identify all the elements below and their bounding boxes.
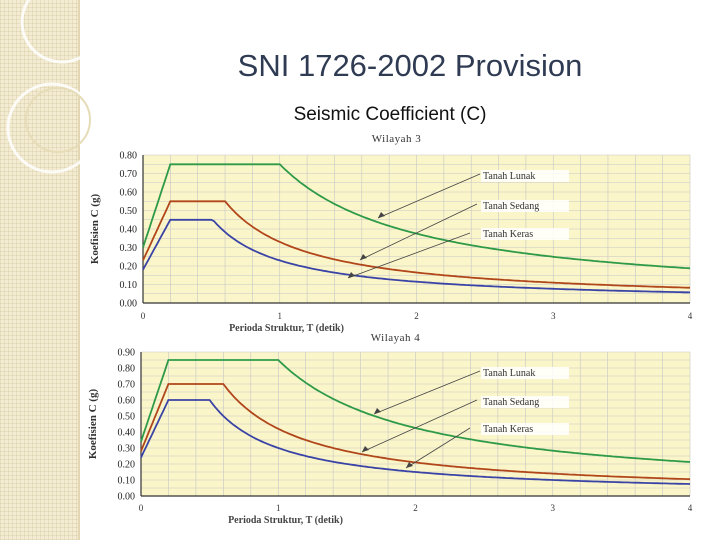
y-tick-label: 0.60 <box>120 188 138 199</box>
y-tick-label: 0.00 <box>120 299 138 310</box>
x-tick-label: 3 <box>551 311 556 321</box>
y-tick-label: 0.20 <box>118 460 136 471</box>
y-tick-label: 0.90 <box>118 348 136 359</box>
slide-title: SNI 1726-2002 Provision <box>237 48 583 83</box>
annotation-arrowhead <box>362 446 369 452</box>
x-tick-label: 1 <box>276 503 281 513</box>
x-axis-label: Perioda Struktur, T (detik) <box>228 515 343 526</box>
annotation-arrowhead <box>378 212 385 218</box>
annotation-label: Tanah Keras <box>483 424 533 435</box>
annotation-arrowhead <box>360 254 367 260</box>
slide-subtitle: Seismic Coefficient (C) <box>293 104 487 125</box>
y-tick-label: 0.40 <box>118 428 136 439</box>
y-tick-label: 0.30 <box>118 444 136 455</box>
annotation-label-bg <box>481 200 569 212</box>
chart-panel-1: 0.00 0.10 0.20 0.30 0.40 0.50 0.60 0.70 0.80 0 1 2 3… <box>89 133 693 334</box>
decorative-circles <box>6 0 104 174</box>
deco-circle-1 <box>20 0 104 64</box>
y-axis-label: Koefisien C (g) <box>89 194 101 265</box>
annotation-leader <box>361 399 478 453</box>
annotation-label: Tanah Sedang <box>483 397 539 408</box>
annotation-leader <box>359 203 478 261</box>
sidebar-edge <box>78 0 80 540</box>
y-tick-label: 0.30 <box>120 243 138 254</box>
deco-circle-2 <box>6 82 98 174</box>
annotation-leader <box>377 173 481 219</box>
x-tick-label: 4 <box>688 503 693 513</box>
y-tick-label: 0.80 <box>118 364 136 375</box>
annotation-label-bg <box>481 396 569 408</box>
x-tick-label: 3 <box>551 503 556 513</box>
y-tick-label: 0.60 <box>118 396 136 407</box>
annotation-label: Tanah Lunak <box>483 171 535 182</box>
y-tick-label: 0.50 <box>118 412 136 423</box>
chart-title: Wilayah 3 <box>372 133 422 145</box>
y-tick-label: 0.10 <box>118 476 136 487</box>
series-line-tanah-keras <box>140 399 691 485</box>
y-tick-label: 0.20 <box>120 262 138 273</box>
chart-title: Wilayah 4 <box>371 332 421 344</box>
annotation-label: Tanah Lunak <box>483 368 535 379</box>
annotation-label-bg <box>481 423 569 435</box>
series-line-tanah-keras <box>142 218 691 294</box>
annotation-label-bg <box>481 367 569 379</box>
deco-circle-3 <box>25 87 91 153</box>
x-tick-label: 0 <box>141 311 146 321</box>
chart-panel-2: 0.00 0.10 0.20 0.30 0.40 0.50 0.60 0.70 0.80 0.90… <box>87 332 693 526</box>
annotation-arrowhead <box>348 272 355 278</box>
x-tick-label: 2 <box>414 311 419 321</box>
y-tick-label: 0.50 <box>120 206 138 217</box>
x-tick-label: 2 <box>413 503 418 513</box>
annotation-arrowhead <box>374 408 381 414</box>
y-tick-label: 0.70 <box>120 169 138 180</box>
series-line-tanah-sedang <box>142 200 690 289</box>
y-tick-label: 0.10 <box>120 280 138 291</box>
annotation-label: Tanah Keras <box>483 229 533 240</box>
y-tick-label: 0.00 <box>118 492 136 503</box>
annotation-leader <box>373 370 481 415</box>
annotation-leader <box>405 427 471 469</box>
x-tick-label: 4 <box>688 311 693 321</box>
sidebar-pattern <box>0 0 78 540</box>
annotation-arrowhead <box>406 462 413 468</box>
y-tick-label: 0.40 <box>120 225 138 236</box>
annotation-leader <box>347 232 471 279</box>
y-tick-label: 0.70 <box>118 380 136 391</box>
annotation-label-bg <box>481 228 569 240</box>
y-tick-label: 0.80 <box>120 151 138 162</box>
x-tick-label: 0 <box>139 503 144 513</box>
y-axis-label: Koefisien C (g) <box>87 389 99 460</box>
series-line-tanah-lunak <box>142 163 691 270</box>
annotation-label-bg <box>481 170 569 182</box>
x-axis-label: Perioda Struktur, T (detik) <box>229 323 344 334</box>
x-tick-label: 1 <box>278 311 283 321</box>
annotation-label: Tanah Sedang <box>483 201 539 212</box>
